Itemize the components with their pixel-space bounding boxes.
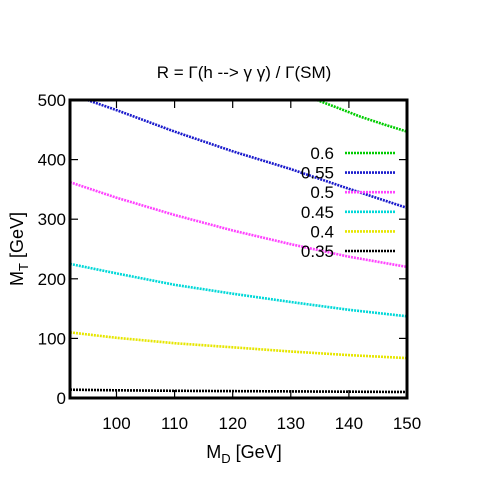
y-tick-label: 500 bbox=[38, 91, 66, 110]
legend-label-0-45: 0.45 bbox=[301, 203, 334, 222]
x-axis-label-sub: D bbox=[221, 451, 230, 466]
legend-label-0-6: 0.6 bbox=[310, 144, 334, 163]
plot-frame bbox=[68, 98, 409, 400]
x-axis-label: MD [GeV] bbox=[206, 442, 281, 466]
y-tick-label: 200 bbox=[38, 270, 66, 289]
series-line-0-35 bbox=[70, 388, 407, 394]
legend-label-0-4: 0.4 bbox=[310, 222, 334, 241]
y-tick-label: 400 bbox=[38, 151, 66, 170]
y-axis-label-unit: [GeV] bbox=[7, 212, 27, 263]
x-axis-label-unit: [GeV] bbox=[231, 442, 282, 462]
x-tick-label: 130 bbox=[277, 414, 305, 433]
series-line-0-4 bbox=[70, 331, 407, 360]
y-tick-label: 100 bbox=[38, 329, 66, 348]
series-layer bbox=[70, 100, 407, 394]
series-line-0-45 bbox=[70, 262, 407, 318]
y-axis-label-sub: T bbox=[16, 263, 31, 271]
x-tick-label: 120 bbox=[219, 414, 247, 433]
x-tick-label: 100 bbox=[102, 414, 130, 433]
legend-label-0-35: 0.35 bbox=[301, 242, 334, 261]
ticks-layer: 100 110 120 130 140 150 0 100 200 300 400 500 bbox=[38, 91, 422, 433]
x-tick-label: 110 bbox=[161, 414, 188, 433]
series-line-0-6 bbox=[316, 100, 407, 133]
x-axis-label-main: M bbox=[206, 442, 221, 462]
chart-title: R = Γ(h --> γ γ) / Γ(SM) bbox=[157, 63, 332, 82]
y-tick-label: 300 bbox=[38, 210, 66, 229]
y-tick-label: 0 bbox=[57, 389, 66, 408]
legend: 0.60.550.50.450.40.35 bbox=[301, 144, 396, 261]
legend-label-0-55: 0.55 bbox=[301, 164, 334, 183]
legend-label-0-5: 0.5 bbox=[310, 183, 334, 202]
y-axis-label-main: M bbox=[7, 271, 27, 286]
y-axis-label: MT [GeV] bbox=[7, 212, 31, 286]
x-tick-label: 150 bbox=[393, 414, 421, 433]
series-line-0-5 bbox=[70, 180, 407, 269]
x-tick-label: 140 bbox=[335, 414, 363, 433]
series-line-0-55 bbox=[86, 100, 407, 210]
